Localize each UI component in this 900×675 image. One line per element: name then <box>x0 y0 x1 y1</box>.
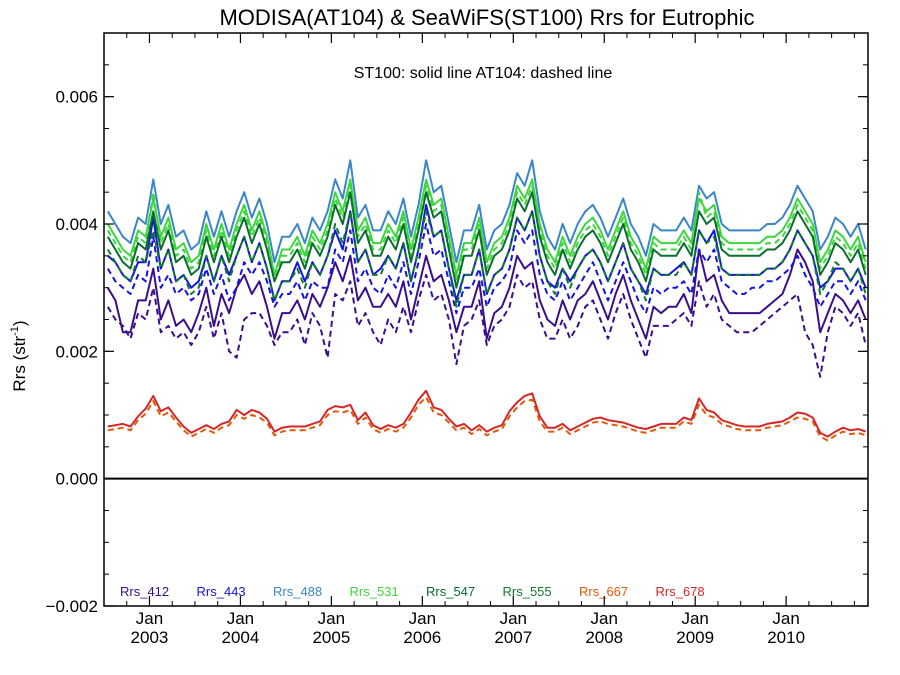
y-axis-label-close: ) <box>10 320 29 326</box>
series-line-rrs-443-dashed <box>106 223 867 315</box>
legend-item-rrs-547: Rrs_547 <box>426 584 475 599</box>
x-tick-label-year: 2005 <box>312 628 350 647</box>
series-line-rrs-547-solid <box>106 191 867 289</box>
y-axis-label-sup: -1 <box>9 326 21 336</box>
y-tick-label: 0.000 <box>55 470 98 489</box>
chart-title: MODISA(AT104) & SeaWiFS(ST100) Rrs for E… <box>219 5 754 30</box>
x-tick-label-month: Jan <box>318 609 345 628</box>
chart-annotation: ST100: solid line AT104: dashed line <box>354 65 613 82</box>
series-line-rrs-412-solid <box>106 248 867 340</box>
series-line-rrs-678-solid <box>107 389 867 438</box>
y-axis-label-main: Rrs (str <box>10 336 29 392</box>
x-tick-label-month: Jan <box>772 609 799 628</box>
y-tick-label: 0.004 <box>55 215 98 234</box>
y-tick-label: 0.006 <box>55 88 98 107</box>
legend-item-rrs-555: Rrs_555 <box>503 584 552 599</box>
plot-frame <box>103 32 869 607</box>
y-tick-label: −0.002 <box>46 597 98 616</box>
x-tick-label-year: 2004 <box>222 628 260 647</box>
series-line-rrs-555-dashed <box>106 210 867 308</box>
axes: −0.0020.0000.0020.0040.006Jan2003Jan2004… <box>46 32 869 647</box>
y-axis-label: Rrs (str-1) <box>9 320 29 391</box>
y-tick-label: 0.002 <box>55 342 98 361</box>
x-tick-label-year: 2003 <box>131 628 169 647</box>
x-tick-label-month: Jan <box>136 609 163 628</box>
x-tick-label-month: Jan <box>227 609 254 628</box>
x-tick-label-month: Jan <box>409 609 436 628</box>
legend-item-rrs-667: Rrs_667 <box>579 584 628 599</box>
x-tick-label-month: Jan <box>681 609 708 628</box>
legend-item-rrs-443: Rrs_443 <box>197 584 246 599</box>
legend-item-rrs-678: Rrs_678 <box>656 584 705 599</box>
legend: Rrs_412 Rrs_443 Rrs_488 Rrs_531 Rrs_547 Rrs_5… <box>120 584 705 599</box>
x-tick-label-year: 2006 <box>403 628 441 647</box>
x-tick-label-year: 2010 <box>767 628 805 647</box>
series-line-rrs-412-dashed <box>106 273 867 378</box>
series-line-rrs-531-solid <box>106 178 867 276</box>
series-line-rrs-488-solid <box>106 159 867 264</box>
x-tick-label-year: 2008 <box>585 628 623 647</box>
legend-item-rrs-412: Rrs_412 <box>120 584 169 599</box>
series-line-rrs-443-solid <box>107 203 867 302</box>
legend-item-rrs-531: Rrs_531 <box>350 584 399 599</box>
x-tick-label-year: 2009 <box>676 628 714 647</box>
series-line-rrs-667-dashed <box>107 396 867 442</box>
x-tick-label-month: Jan <box>500 609 527 628</box>
x-tick-label-month: Jan <box>591 609 618 628</box>
legend-item-rrs-488: Rrs_488 <box>273 584 322 599</box>
x-tick-label-year: 2007 <box>494 628 532 647</box>
series-line-rrs-531-dashed <box>106 184 867 283</box>
plot-area <box>104 159 868 480</box>
